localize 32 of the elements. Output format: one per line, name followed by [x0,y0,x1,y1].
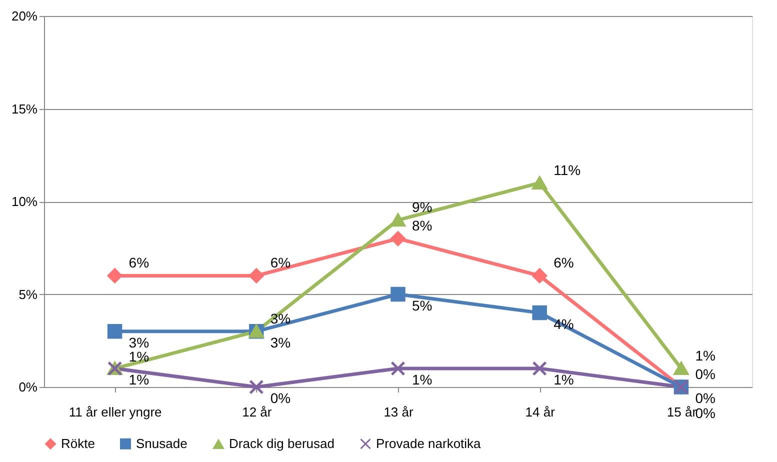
y-tick-label: 15% [11,101,38,116]
data-label: 1% [128,371,150,388]
data-label: 11% [554,162,581,178]
data-label: 1% [554,371,574,388]
y-tick-label: 20% [11,8,38,24]
data-label: 1% [412,371,432,388]
y-tick-label: 0% [18,380,38,394]
data-label: 1% [695,347,716,364]
data-label: 6% [554,254,574,271]
data-label: 0% [695,366,716,382]
x-tick-label: 12 år [242,404,272,420]
data-label: 0% [695,390,716,406]
data-label: 3% [128,334,150,350]
data-label: 0% [695,405,716,421]
x-tick-label: 15 år [666,404,698,420]
legend-label: Rökte [61,436,95,451]
legend-label: Snusade [136,436,188,451]
data-label: 1% [128,348,150,364]
data-label: 6% [128,254,150,271]
data-label: 8% [412,218,432,234]
data-label: 9% [412,199,432,216]
y-tick-label: 10% [11,194,38,209]
data-label: 3% [270,334,291,350]
x-tick-label: 14 år [525,404,556,420]
y-tick-label: 5% [18,286,38,302]
data-label: 5% [412,297,432,314]
data-label: 6% [270,254,291,271]
x-tick-label: 13 år [384,404,414,420]
legend-label: Drack dig berusad [229,436,334,452]
x-tick-label: 11 år eller yngre [68,404,162,420]
legend-label: Provade narkotika [376,436,482,451]
data-label: 0% [270,390,291,406]
